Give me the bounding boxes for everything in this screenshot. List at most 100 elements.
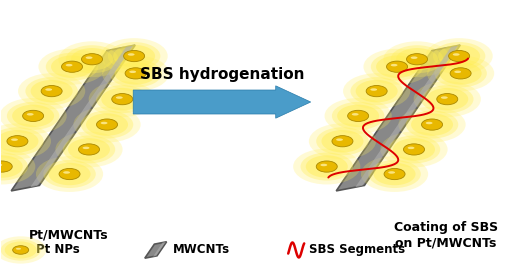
Ellipse shape (410, 113, 452, 136)
Ellipse shape (1, 239, 41, 261)
Ellipse shape (434, 59, 486, 87)
Ellipse shape (425, 38, 492, 74)
Ellipse shape (62, 61, 82, 72)
Ellipse shape (100, 122, 107, 124)
Ellipse shape (7, 136, 28, 147)
Ellipse shape (316, 161, 336, 172)
Ellipse shape (55, 132, 122, 167)
Ellipse shape (386, 61, 407, 72)
Ellipse shape (0, 155, 23, 178)
Ellipse shape (375, 55, 417, 78)
Ellipse shape (113, 45, 155, 67)
Ellipse shape (407, 147, 414, 149)
Ellipse shape (347, 110, 368, 121)
Ellipse shape (51, 55, 93, 78)
Ellipse shape (370, 88, 376, 91)
Ellipse shape (0, 130, 38, 152)
Ellipse shape (78, 144, 99, 155)
Ellipse shape (395, 48, 437, 70)
Ellipse shape (360, 156, 428, 192)
Ellipse shape (46, 53, 98, 81)
Ellipse shape (454, 70, 460, 73)
Ellipse shape (27, 113, 34, 116)
Ellipse shape (351, 113, 358, 116)
Ellipse shape (0, 98, 67, 134)
Polygon shape (11, 45, 135, 191)
Ellipse shape (11, 138, 18, 141)
Ellipse shape (80, 111, 133, 139)
Ellipse shape (432, 42, 485, 70)
Text: Coating of SBS
on Pt/MWCNTs: Coating of SBS on Pt/MWCNTs (393, 221, 497, 250)
Ellipse shape (390, 64, 397, 66)
Ellipse shape (405, 111, 458, 139)
Ellipse shape (82, 147, 89, 149)
Ellipse shape (100, 38, 167, 74)
Ellipse shape (102, 55, 169, 91)
Text: Pt NPs: Pt NPs (36, 243, 79, 256)
Ellipse shape (81, 54, 102, 65)
Ellipse shape (38, 49, 105, 85)
Ellipse shape (383, 41, 450, 77)
Ellipse shape (331, 102, 384, 130)
Ellipse shape (321, 130, 363, 152)
Ellipse shape (448, 50, 469, 62)
Ellipse shape (59, 169, 80, 180)
Ellipse shape (0, 123, 51, 159)
Ellipse shape (320, 164, 327, 166)
Ellipse shape (440, 96, 447, 99)
Ellipse shape (96, 119, 117, 130)
Ellipse shape (43, 160, 96, 188)
Ellipse shape (392, 138, 434, 161)
Ellipse shape (96, 85, 148, 113)
Ellipse shape (115, 62, 156, 85)
Ellipse shape (86, 56, 92, 59)
Ellipse shape (308, 123, 375, 159)
Ellipse shape (293, 149, 360, 184)
Ellipse shape (123, 50, 145, 62)
Ellipse shape (439, 62, 480, 85)
Ellipse shape (355, 80, 397, 102)
Ellipse shape (5, 241, 37, 259)
Ellipse shape (0, 152, 28, 181)
Ellipse shape (365, 85, 386, 97)
Ellipse shape (0, 236, 46, 264)
Ellipse shape (410, 56, 417, 59)
Ellipse shape (111, 94, 132, 105)
Ellipse shape (0, 161, 12, 172)
Text: Pt/MWCNTs: Pt/MWCNTs (29, 229, 108, 242)
Ellipse shape (71, 48, 113, 70)
Ellipse shape (421, 119, 442, 130)
Polygon shape (30, 46, 133, 187)
Ellipse shape (63, 135, 115, 163)
Ellipse shape (452, 53, 459, 56)
Ellipse shape (68, 138, 110, 161)
Ellipse shape (59, 41, 125, 77)
Ellipse shape (125, 68, 146, 79)
Ellipse shape (413, 81, 480, 117)
Ellipse shape (66, 45, 118, 73)
Ellipse shape (335, 138, 342, 141)
Ellipse shape (0, 149, 35, 184)
Ellipse shape (89, 81, 156, 117)
Polygon shape (335, 45, 459, 191)
Text: SBS hydrogenation: SBS hydrogenation (139, 67, 303, 82)
Ellipse shape (101, 88, 143, 110)
Ellipse shape (0, 164, 2, 166)
Ellipse shape (128, 53, 134, 56)
Ellipse shape (436, 94, 457, 105)
Ellipse shape (73, 107, 140, 143)
Ellipse shape (0, 127, 44, 155)
Ellipse shape (63, 171, 70, 174)
Ellipse shape (45, 88, 52, 91)
Ellipse shape (36, 156, 103, 192)
Ellipse shape (12, 105, 54, 127)
Ellipse shape (406, 54, 427, 65)
Ellipse shape (31, 80, 72, 102)
Ellipse shape (316, 127, 368, 155)
Ellipse shape (48, 163, 91, 185)
Ellipse shape (305, 155, 347, 178)
Ellipse shape (109, 59, 161, 87)
Ellipse shape (387, 135, 439, 163)
Polygon shape (145, 242, 166, 258)
Ellipse shape (383, 169, 404, 180)
